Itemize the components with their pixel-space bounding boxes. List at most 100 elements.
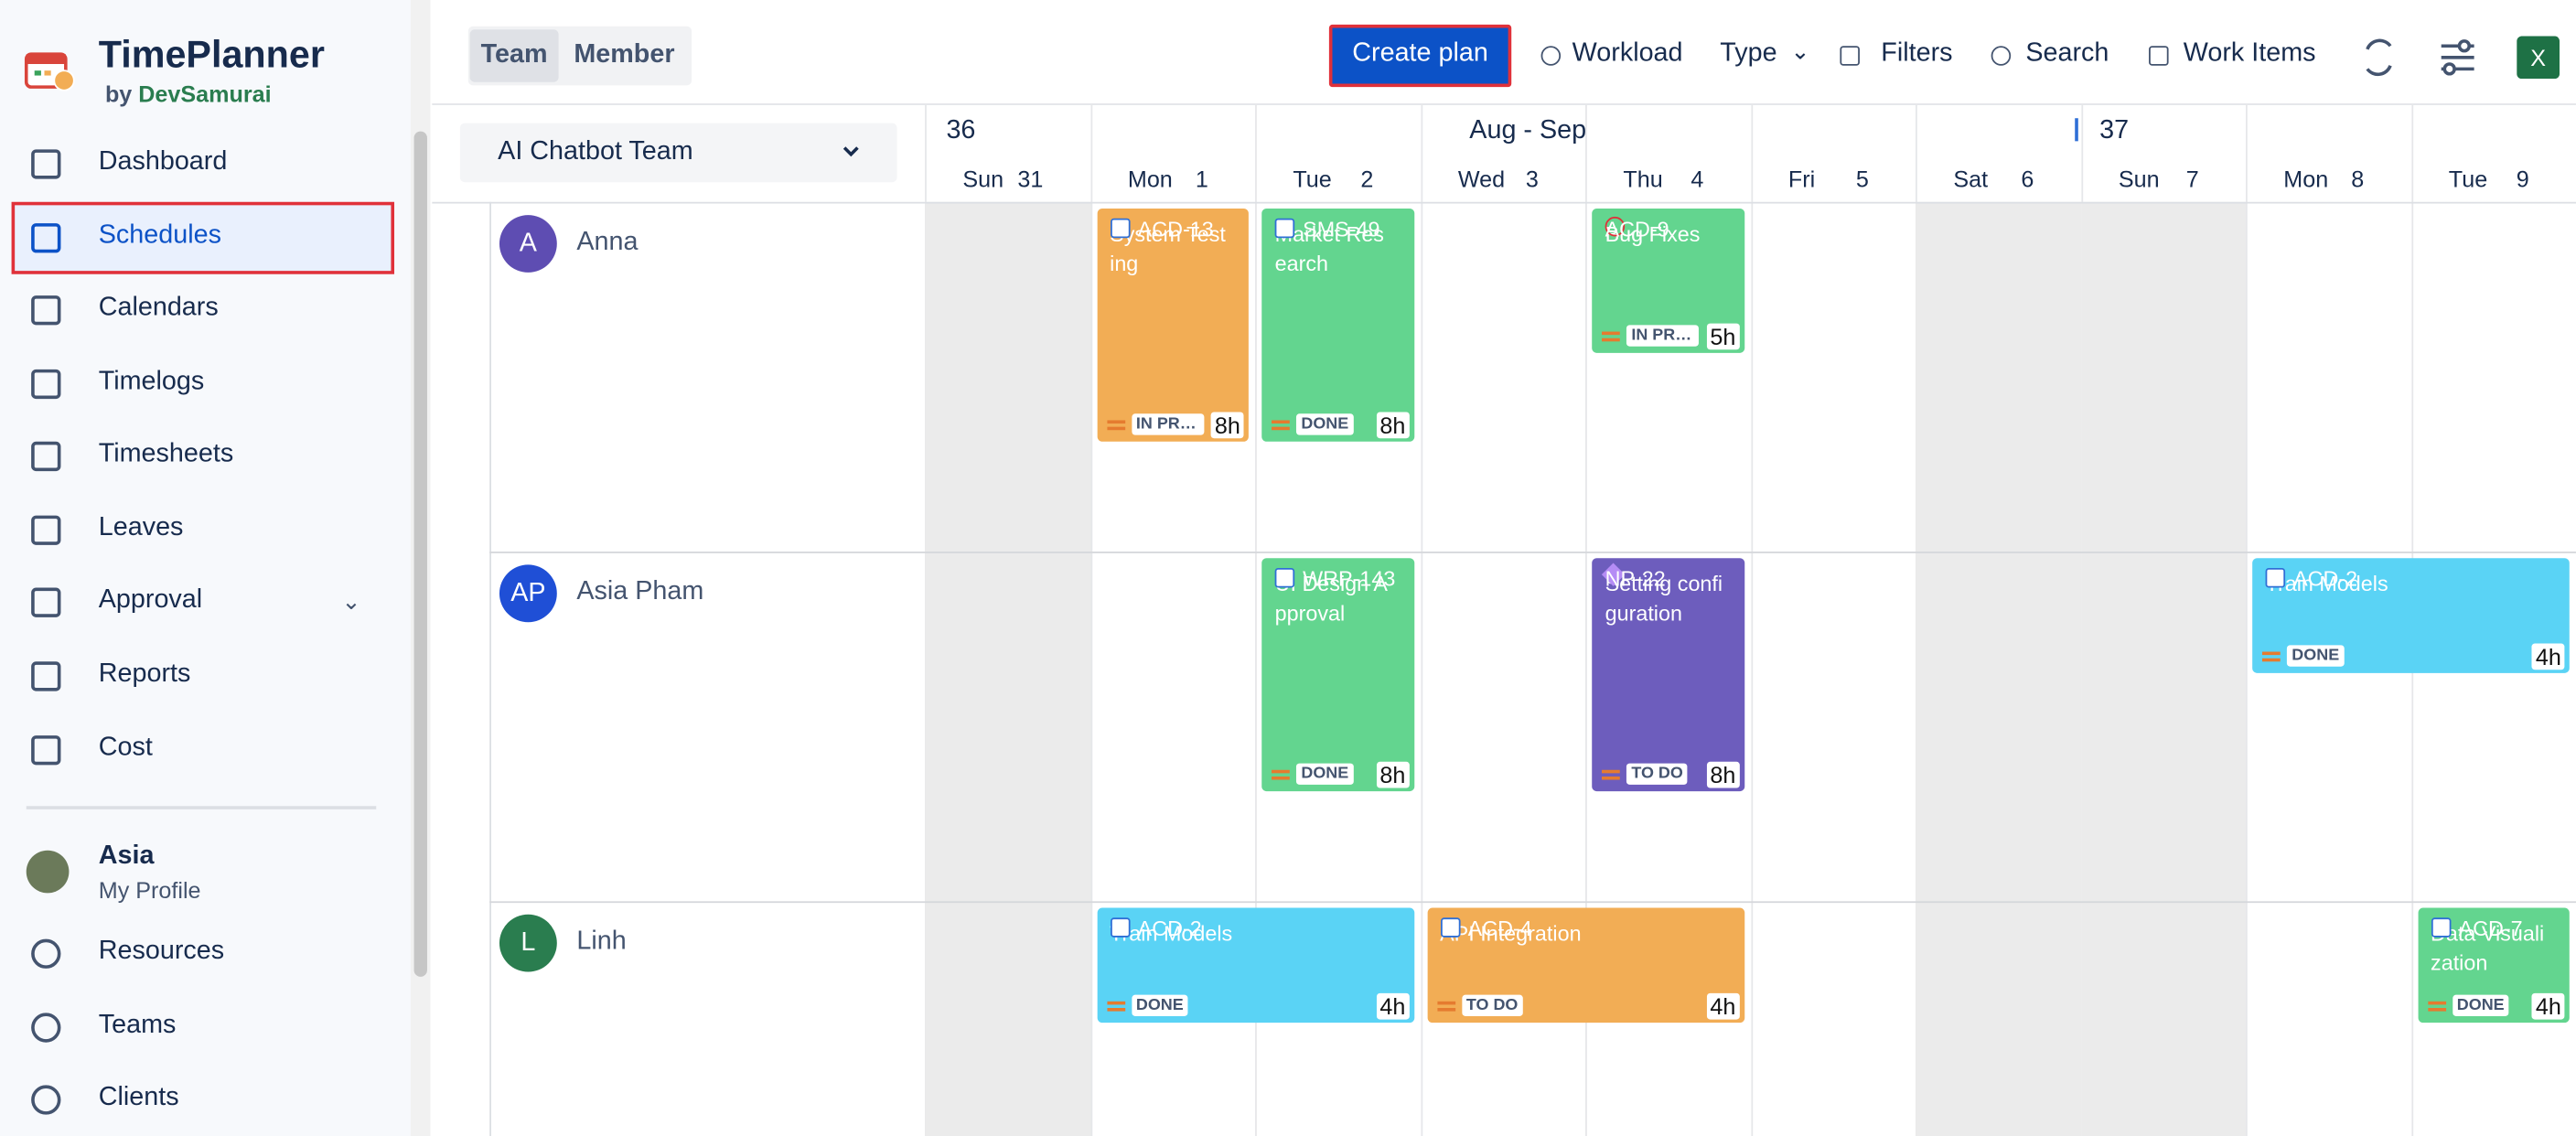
task-card[interactable]: ACD-4 API Integration TO DO 4h [1426, 907, 1744, 1023]
status-badge: DONE [2286, 645, 2345, 667]
week-marker [2075, 118, 2078, 142]
tab[interactable]: Team [469, 29, 559, 82]
member-name[interactable]: Asia Pham [576, 577, 704, 606]
day-name: Sun [962, 166, 1004, 192]
toolbar-button[interactable]: Search [2025, 39, 2109, 68]
tab[interactable]: Member [574, 40, 675, 70]
priority-icon [2261, 650, 2281, 661]
nav-item[interactable]: Timesheets [98, 440, 234, 468]
nav-item[interactable]: Leaves [98, 513, 184, 542]
toolbar-icons: X [2366, 36, 2560, 80]
status-badge: IN PROGRESS [1131, 413, 1204, 435]
task-card[interactable]: NP-22 Setting configuration TO DO 8h [1592, 558, 1744, 792]
task-type-icon [1605, 216, 1626, 237]
nav-icon [31, 1013, 61, 1043]
task-hours: 4h [1706, 992, 1739, 1020]
nav-item[interactable]: Timelogs [98, 368, 205, 396]
task-key[interactable]: ACD-7 [2458, 916, 2523, 941]
nav-item[interactable]: Reports [98, 659, 191, 689]
task-title: Data Visualization [2431, 920, 2545, 976]
status-badge: DONE [2452, 994, 2510, 1016]
toolbar-button[interactable]: Work Items [2183, 39, 2316, 68]
team-select[interactable] [459, 123, 897, 183]
task-footer: DONE [1272, 763, 1354, 785]
task-key[interactable]: ACD-2 [2293, 566, 2358, 592]
task-title: Train Models [2265, 571, 2388, 596]
task-key[interactable]: ACD-9 [1605, 216, 1669, 241]
profile-sub[interactable]: My Profile [98, 876, 201, 904]
task-header: ACD-4 [1440, 916, 1532, 940]
task-card[interactable]: ACD-2 Train Models DONE 4h [2252, 558, 2570, 673]
nav-chevron[interactable]: ⌄ [341, 587, 361, 615]
task-header: SMS-49 [1274, 217, 1379, 241]
task-type-icon [1274, 568, 1295, 588]
task-key[interactable]: SMS-49 [1303, 216, 1380, 241]
week-label: 36 [946, 116, 976, 145]
profile-name[interactable]: Asia [98, 841, 155, 871]
task-card[interactable]: ACD-7 Data Visualization DONE 4h [2417, 907, 2570, 1023]
toolbar-button[interactable]: Filters [1881, 39, 1953, 68]
task-card[interactable]: ACD-2 Train Models DONE 4h [1096, 907, 1414, 1023]
logo [24, 52, 75, 91]
member-name[interactable]: Anna [576, 228, 639, 256]
toolbar-icon[interactable] [2149, 46, 2169, 66]
task-card[interactable]: SMS-49 Market Research DONE 8h [1261, 208, 1414, 442]
type-chevron[interactable]: ⌄ [1790, 38, 1810, 64]
day-number: 9 [2516, 166, 2529, 192]
toolbar-icon[interactable] [1991, 46, 2012, 66]
team-select-value[interactable]: AI Chatbot Team [498, 137, 693, 166]
weekend-shade [925, 201, 1090, 1136]
create-plan-label[interactable]: Create plan [1352, 39, 1488, 68]
task-key[interactable]: NP-22 [1605, 566, 1666, 592]
nav-icon [31, 938, 61, 969]
nav-item[interactable]: Clients [98, 1083, 179, 1112]
task-hours: 4h [2532, 643, 2565, 670]
create-plan-button[interactable] [1328, 24, 1512, 88]
brand: DevSamurai [138, 80, 272, 107]
priority-icon [1106, 419, 1125, 430]
toolbar-button[interactable]: Type [1720, 39, 1777, 68]
nav-icon [31, 295, 61, 326]
day-column [1255, 103, 1420, 1136]
scrollbar-thumb[interactable] [413, 131, 427, 977]
team-select-chevron[interactable] [842, 145, 862, 161]
nav-icon [31, 1085, 61, 1115]
day-name: Mon [2283, 166, 2329, 192]
task-key[interactable]: ACD-2 [1137, 916, 1202, 941]
priority-icon [1602, 330, 1620, 341]
task-key[interactable]: ACD-4 [1467, 916, 1532, 941]
status-badge: TO DO [1461, 994, 1523, 1016]
nav-item[interactable]: Calendars [98, 294, 219, 322]
day-column [1585, 103, 1750, 1136]
toolbar-icon[interactable] [1540, 46, 1562, 66]
nav-icon [31, 149, 61, 179]
task-card[interactable]: WRP-143 UI Design Approval DONE 8h [1261, 558, 1414, 792]
priority-icon [2427, 1000, 2446, 1011]
toolbar-icon[interactable] [1840, 46, 1860, 66]
day-column [1420, 103, 1585, 1136]
toolbar-button[interactable]: Workload [1572, 39, 1683, 68]
member-name[interactable]: Linh [576, 927, 627, 956]
nav-item[interactable]: Dashboard [98, 147, 228, 177]
nav-item[interactable]: Schedules [98, 221, 221, 250]
task-footer: DONE [2261, 645, 2345, 667]
day-number: 1 [1195, 166, 1208, 192]
nav-item[interactable]: Teams [98, 1011, 177, 1040]
nav-item[interactable]: Cost [98, 734, 153, 762]
day-number: 2 [1360, 166, 1374, 192]
day-number: 3 [1525, 166, 1539, 192]
toolbar-border [432, 103, 2576, 105]
nav-item[interactable]: Resources [98, 937, 225, 966]
day-name: Tue [2448, 166, 2488, 192]
task-header: ACD-2 [2265, 566, 2357, 591]
task-key[interactable]: ACD-13 [1137, 216, 1214, 241]
day-name: Tue [1293, 166, 1332, 192]
svg-text:X: X [2530, 46, 2546, 71]
task-key[interactable]: WRP-143 [1303, 566, 1396, 592]
nav-item[interactable]: Approval [98, 585, 203, 615]
priority-icon [1436, 1000, 1455, 1011]
task-hours: 8h [1211, 412, 1244, 439]
